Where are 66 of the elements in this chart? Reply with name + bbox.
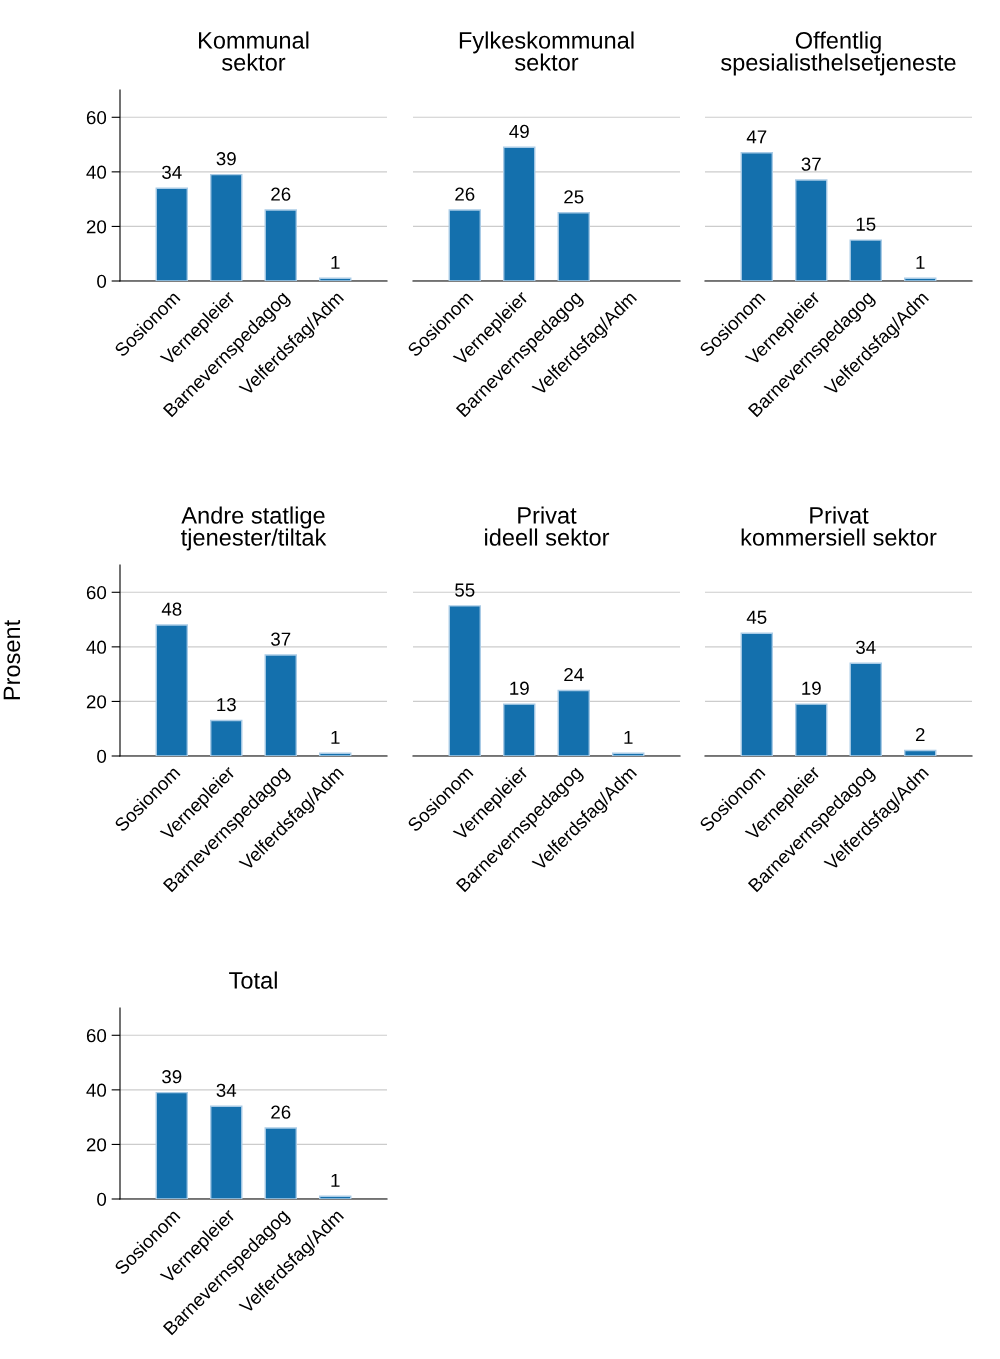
y-tick-label: 20 xyxy=(86,1138,107,1152)
bar xyxy=(740,632,773,756)
data-label: 2 xyxy=(915,728,925,742)
chart-title: Privat kommersiell sektor xyxy=(741,506,937,546)
data-label: 25 xyxy=(564,190,584,204)
data-label: 55 xyxy=(455,583,475,597)
y-tick-label: 0 xyxy=(97,1192,107,1206)
data-label: 19 xyxy=(510,681,529,695)
data-label: 37 xyxy=(801,157,821,171)
data-label: 19 xyxy=(802,681,821,695)
chart-title: Total xyxy=(229,971,277,989)
data-label: 26 xyxy=(271,1105,291,1119)
data-label: 49 xyxy=(509,124,529,139)
bar xyxy=(795,179,828,281)
y-tick-label: 40 xyxy=(86,640,107,654)
bar xyxy=(849,662,882,756)
y-tick-label: 20 xyxy=(86,695,107,709)
data-label: 15 xyxy=(856,217,876,231)
data-label: 26 xyxy=(271,187,291,201)
data-label: 1 xyxy=(331,255,340,269)
data-label: 26 xyxy=(455,187,475,201)
chart-title: Kommunal sektor xyxy=(199,31,309,71)
chart-title: Fylkeskommunal sektor xyxy=(459,31,634,71)
chart-title: Offentlig spesialisthelsetjeneste xyxy=(721,31,956,76)
data-label: 39 xyxy=(162,1070,182,1084)
y-tick-label: 20 xyxy=(86,220,107,234)
bar xyxy=(210,173,243,281)
data-label: 37 xyxy=(271,632,291,646)
bar xyxy=(155,187,188,281)
y-tick-label: 0 xyxy=(97,749,107,763)
data-label: 34 xyxy=(162,165,182,179)
bar xyxy=(155,1091,188,1199)
bar xyxy=(264,1127,297,1199)
bar xyxy=(795,703,828,756)
bar xyxy=(210,719,243,756)
bar xyxy=(849,239,882,281)
bar xyxy=(155,624,188,756)
bar xyxy=(264,654,297,756)
bar xyxy=(210,1105,243,1199)
y-tick-label: 40 xyxy=(86,165,107,179)
y-tick-label: 60 xyxy=(86,110,107,125)
data-label: 34 xyxy=(216,1083,237,1097)
data-label: 13 xyxy=(217,697,236,712)
y-tick-label: 60 xyxy=(86,585,107,600)
data-label: 1 xyxy=(331,1173,340,1187)
bar xyxy=(264,209,297,281)
bar xyxy=(503,703,536,756)
y-tick-label: 60 xyxy=(86,1028,107,1043)
data-label: 1 xyxy=(331,730,340,744)
y-axis-title: Prosent xyxy=(3,619,21,700)
data-label: 1 xyxy=(916,255,925,269)
data-label: 48 xyxy=(161,602,182,616)
data-label: 47 xyxy=(746,130,767,144)
data-label: 45 xyxy=(746,610,767,624)
chart-title: Andre statlige tjenester/tiltak xyxy=(181,506,327,551)
data-label: 34 xyxy=(856,640,876,654)
y-tick-label: 0 xyxy=(97,274,107,288)
data-label: 39 xyxy=(216,152,236,166)
y-tick-label: 40 xyxy=(86,1083,107,1097)
bar xyxy=(557,689,590,756)
bar xyxy=(740,152,773,281)
chart-title: Privat ideell sektor xyxy=(485,506,610,546)
bar xyxy=(448,605,481,756)
bar xyxy=(904,749,937,756)
data-label: 24 xyxy=(564,667,584,682)
data-label: 1 xyxy=(624,730,633,744)
